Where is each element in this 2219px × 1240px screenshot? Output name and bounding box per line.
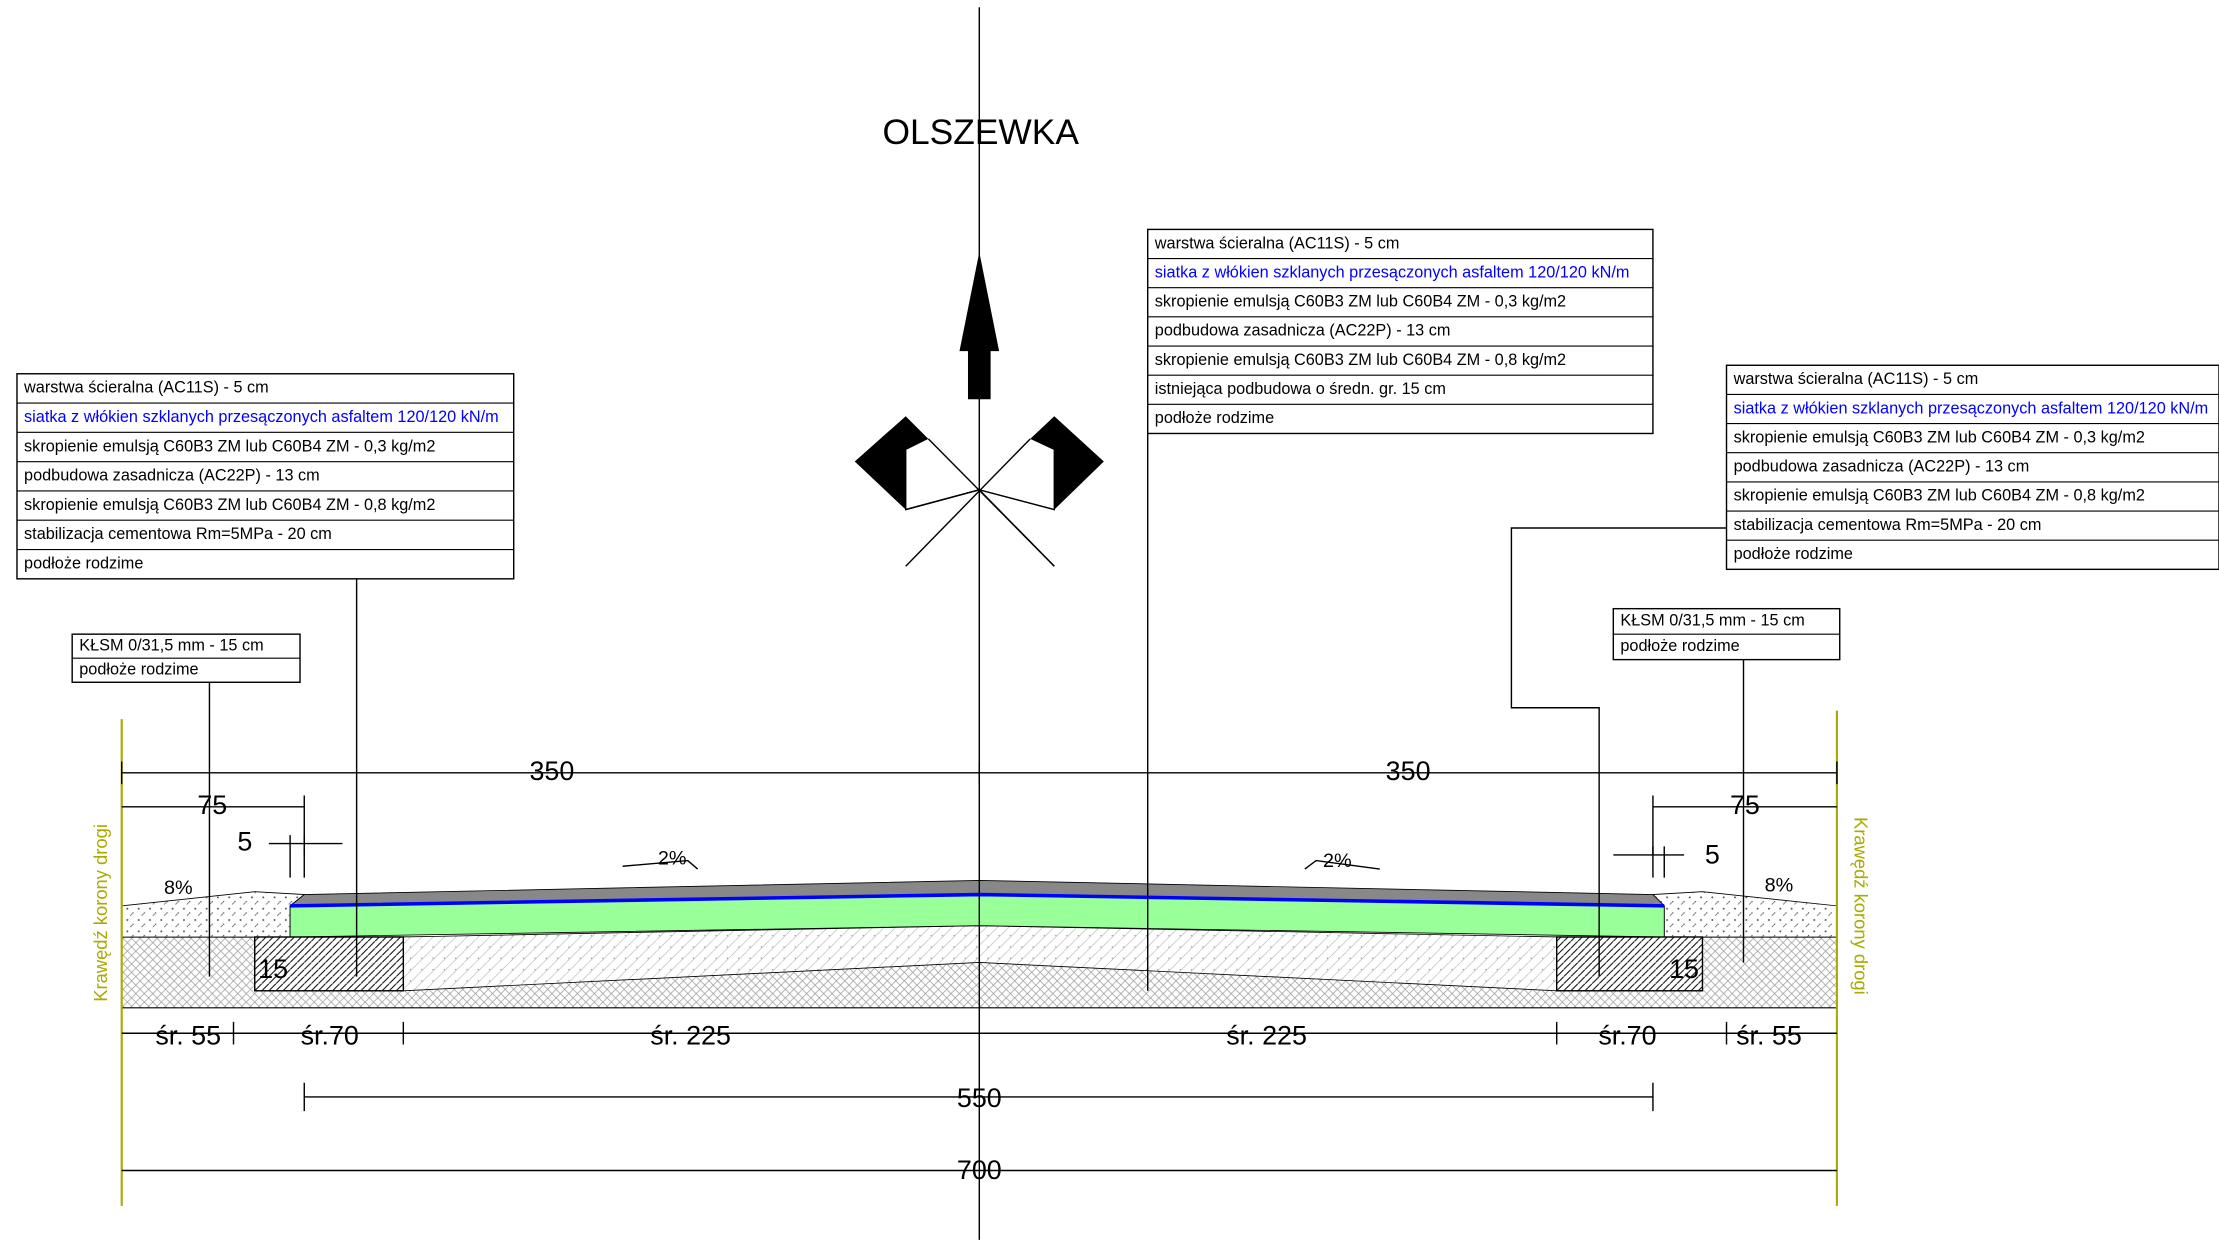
- layer-table: warstwa ścieralna (AC11S) - 5 cm siatka z…: [1725, 364, 2219, 571]
- table-row-text: skropienie emulsją C60B3 ZM lub C60B4 ZM…: [24, 437, 435, 455]
- dimension-label: 350: [1386, 756, 1431, 786]
- table-row-text: podłoże rodzime: [1155, 409, 1274, 427]
- road-section: [120, 710, 1838, 1206]
- table-row-text: podłoże rodzime: [1734, 545, 1853, 563]
- edge-label: Krawędź korony drogi: [90, 824, 111, 1002]
- dimension-label: 15: [258, 954, 288, 984]
- dimension-label: śr. 225: [650, 1021, 731, 1051]
- table-row-text: siatka z włókien szklanych przesączonych…: [1734, 399, 2209, 417]
- table-row-text: stabilizacja cementowa Rm=5MPa - 20 cm: [1734, 516, 2042, 534]
- table-border: [1725, 364, 2219, 571]
- dimension-label: śr.70: [301, 1021, 359, 1051]
- table-row-text: podłoże rodzime: [79, 661, 198, 679]
- table-row-text: warstwa ścieralna (AC11S) - 5 cm: [23, 379, 269, 397]
- dimension-lines: [120, 761, 1838, 1172]
- slope-label: 2%: [658, 847, 687, 869]
- dimension-label: śr. 55: [155, 1021, 221, 1051]
- table-row-text: istniejąca podbudowa o średn. gr. 15 cm: [1155, 380, 1446, 398]
- table-row-text: podbudowa zasadnicza (AC22P) - 13 cm: [24, 467, 320, 485]
- table-row-text: skropienie emulsją C60B3 ZM lub C60B4 ZM…: [24, 496, 435, 514]
- leader-lines: [208, 433, 1745, 991]
- table-row-text: skropienie emulsją C60B3 ZM lub C60B4 ZM…: [1734, 428, 2145, 446]
- slope-label: 2%: [1323, 850, 1352, 872]
- dimension-label: śr. 225: [1226, 1021, 1307, 1051]
- dimension-label: śr.70: [1598, 1021, 1656, 1051]
- table-row-text: warstwa ścieralna (AC11S) - 5 cm: [1733, 370, 1979, 388]
- table-row-text: podbudowa zasadnicza (AC22P) - 13 cm: [1155, 322, 1451, 340]
- table-row-text: KŁSM 0/31,5 mm - 15 cm: [1620, 612, 1804, 630]
- table-row-text: siatka z włókien szklanych przesączonych…: [24, 408, 499, 426]
- dimension-label: 5: [1705, 839, 1720, 869]
- edge-label: Krawędź korony drogi: [1851, 817, 1872, 995]
- title: OLSZEWKA: [882, 113, 1079, 152]
- table-border: [16, 373, 515, 580]
- table-row-text: podbudowa zasadnicza (AC22P) - 13 cm: [1734, 458, 2030, 476]
- table-row-text: skropienie emulsją C60B3 ZM lub C60B4 ZM…: [1155, 293, 1566, 311]
- dimension-label: 75: [1730, 790, 1760, 820]
- table-row-text: skropienie emulsją C60B3 ZM lub C60B4 ZM…: [1734, 487, 2145, 505]
- slope-label: 8%: [1765, 874, 1794, 896]
- dimension-label: 5: [237, 827, 252, 857]
- dimension-label: 700: [957, 1155, 1002, 1185]
- layer-table: KŁSM 0/31,5 mm - 15 cm podłoże rodzime: [1612, 607, 1841, 661]
- dimension-label: 350: [529, 756, 574, 786]
- table-row-text: podłoże rodzime: [24, 554, 143, 572]
- dimension-label: 15: [1669, 954, 1699, 984]
- table-row-text: podłoże rodzime: [1620, 637, 1739, 655]
- north-arrow: [854, 252, 1104, 567]
- layer-table: warstwa ścieralna (AC11S) - 5 cm siatka z…: [1147, 228, 1654, 435]
- layer-table: KŁSM 0/31,5 mm - 15 cm podłoże rodzime: [71, 633, 301, 683]
- layer-table: warstwa ścieralna (AC11S) - 5 cm siatka z…: [16, 373, 515, 580]
- dimension-labels: 350 350 75 75 5 5 15 15 śr. 55 śr.70 śr. 225 śr. 22…: [155, 756, 1801, 1185]
- slope-label: 8%: [164, 877, 193, 899]
- table-row-text: skropienie emulsją C60B3 ZM lub C60B4 ZM…: [1155, 351, 1566, 369]
- dimension-label: 75: [197, 790, 227, 820]
- table-row-text: stabilizacja cementowa Rm=5MPa - 20 cm: [24, 525, 332, 543]
- table-row-text: warstwa ścieralna (AC11S) - 5 cm: [1154, 234, 1400, 252]
- table-border: [1147, 228, 1654, 435]
- table-row-text: siatka z włókien szklanych przesączonych…: [1155, 263, 1630, 281]
- table-row-text: KŁSM 0/31,5 mm - 15 cm: [79, 636, 263, 654]
- dimension-label: 550: [957, 1083, 1002, 1113]
- dimension-label: śr. 55: [1736, 1021, 1802, 1051]
